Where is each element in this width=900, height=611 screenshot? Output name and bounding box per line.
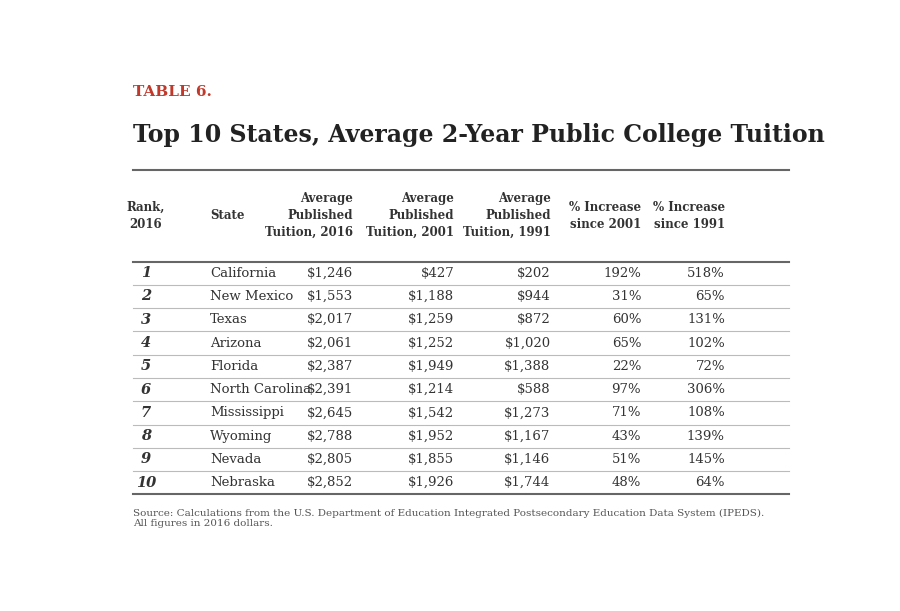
Text: 97%: 97% — [612, 383, 641, 396]
Text: Nebraska: Nebraska — [211, 476, 275, 489]
Text: $427: $427 — [420, 266, 454, 280]
Text: $1,188: $1,188 — [408, 290, 454, 303]
Text: 72%: 72% — [696, 360, 725, 373]
Text: $2,645: $2,645 — [307, 406, 353, 419]
Text: 306%: 306% — [687, 383, 725, 396]
Text: $1,273: $1,273 — [504, 406, 551, 419]
Text: 108%: 108% — [688, 406, 724, 419]
Text: Wyoming: Wyoming — [211, 430, 273, 443]
Text: $1,926: $1,926 — [408, 476, 454, 489]
Text: $2,852: $2,852 — [307, 476, 353, 489]
Text: 51%: 51% — [612, 453, 641, 466]
Text: New Mexico: New Mexico — [211, 290, 293, 303]
Text: 65%: 65% — [696, 290, 725, 303]
Text: $1,952: $1,952 — [408, 430, 454, 443]
Text: Florida: Florida — [211, 360, 258, 373]
Text: $2,387: $2,387 — [307, 360, 353, 373]
Text: $872: $872 — [517, 313, 551, 326]
Text: $1,388: $1,388 — [504, 360, 551, 373]
Text: Average
Published
Tuition, 1991: Average Published Tuition, 1991 — [463, 192, 551, 239]
Text: 10: 10 — [136, 476, 156, 490]
Text: 102%: 102% — [688, 337, 724, 349]
Text: 131%: 131% — [687, 313, 725, 326]
Text: $202: $202 — [517, 266, 551, 280]
Text: 43%: 43% — [612, 430, 641, 443]
Text: % Increase
since 2001: % Increase since 2001 — [569, 200, 641, 230]
Text: % Increase
since 1991: % Increase since 1991 — [652, 200, 724, 230]
Text: State: State — [211, 209, 245, 222]
Text: 518%: 518% — [688, 266, 724, 280]
Text: 2: 2 — [141, 290, 151, 304]
Text: $2,788: $2,788 — [307, 430, 353, 443]
Text: 139%: 139% — [687, 430, 725, 443]
Text: 65%: 65% — [612, 337, 641, 349]
Text: $1,020: $1,020 — [504, 337, 551, 349]
Text: $2,017: $2,017 — [307, 313, 353, 326]
Text: $1,246: $1,246 — [307, 266, 353, 280]
Text: 8: 8 — [141, 429, 151, 443]
Text: Source: Calculations from the U.S. Department of Education Integrated Postsecond: Source: Calculations from the U.S. Depar… — [133, 508, 765, 528]
Text: $944: $944 — [517, 290, 551, 303]
Text: Texas: Texas — [211, 313, 248, 326]
Text: Average
Published
Tuition, 2001: Average Published Tuition, 2001 — [366, 192, 454, 239]
Text: Arizona: Arizona — [211, 337, 262, 349]
Text: Top 10 States, Average 2-Year Public College Tuition: Top 10 States, Average 2-Year Public Col… — [133, 123, 825, 147]
Text: 9: 9 — [141, 453, 151, 466]
Text: 64%: 64% — [696, 476, 725, 489]
Text: 48%: 48% — [612, 476, 641, 489]
Text: $2,805: $2,805 — [307, 453, 353, 466]
Text: 3: 3 — [141, 313, 151, 327]
Text: $1,553: $1,553 — [307, 290, 353, 303]
Text: 4: 4 — [141, 336, 151, 350]
Text: $1,949: $1,949 — [408, 360, 454, 373]
Text: 7: 7 — [141, 406, 151, 420]
Text: $1,744: $1,744 — [504, 476, 551, 489]
Text: 192%: 192% — [603, 266, 641, 280]
Text: $1,259: $1,259 — [408, 313, 454, 326]
Text: $1,167: $1,167 — [504, 430, 551, 443]
Text: 60%: 60% — [612, 313, 641, 326]
Text: $1,146: $1,146 — [504, 453, 551, 466]
Text: Average
Published
Tuition, 2016: Average Published Tuition, 2016 — [266, 192, 353, 239]
Text: 6: 6 — [141, 382, 151, 397]
Text: 71%: 71% — [612, 406, 641, 419]
Text: Rank,
2016: Rank, 2016 — [127, 200, 166, 230]
Text: $2,061: $2,061 — [307, 337, 353, 349]
Text: $1,855: $1,855 — [408, 453, 454, 466]
Text: 1: 1 — [141, 266, 151, 280]
Text: $2,391: $2,391 — [307, 383, 353, 396]
Text: North Carolina: North Carolina — [211, 383, 311, 396]
Text: 22%: 22% — [612, 360, 641, 373]
Text: TABLE 6.: TABLE 6. — [133, 85, 212, 99]
Text: $1,542: $1,542 — [408, 406, 454, 419]
Text: Nevada: Nevada — [211, 453, 262, 466]
Text: $1,252: $1,252 — [408, 337, 454, 349]
Text: $588: $588 — [517, 383, 551, 396]
Text: 145%: 145% — [688, 453, 724, 466]
Text: California: California — [211, 266, 276, 280]
Text: 5: 5 — [141, 359, 151, 373]
Text: $1,214: $1,214 — [408, 383, 454, 396]
Text: Mississippi: Mississippi — [211, 406, 284, 419]
Text: 31%: 31% — [612, 290, 641, 303]
